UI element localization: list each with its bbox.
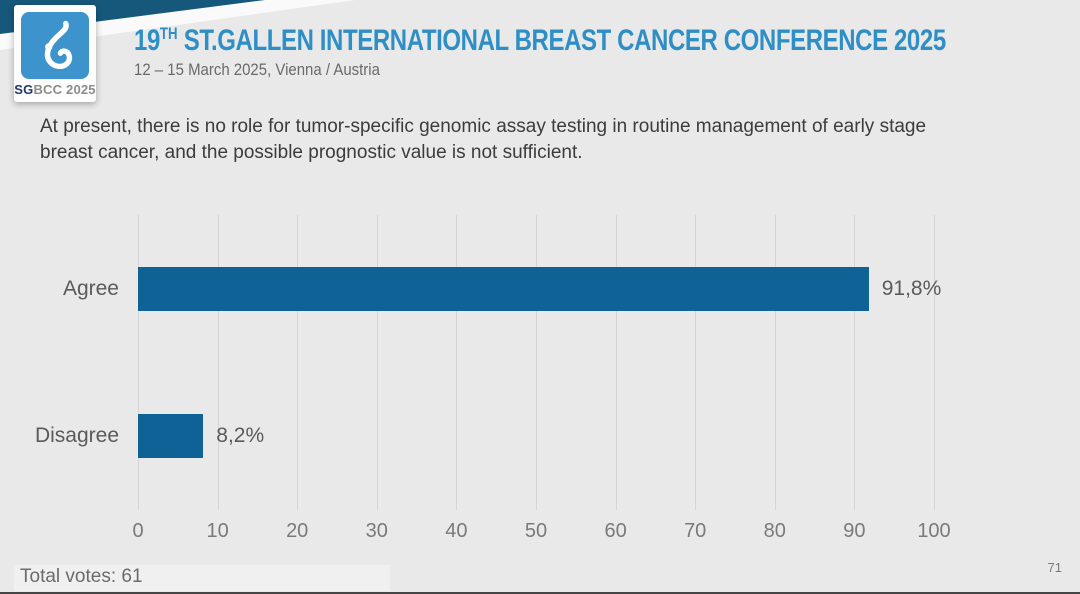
- gridline: [774, 215, 776, 510]
- x-axis-tick-label: 100: [917, 520, 951, 542]
- bar-agree: [138, 266, 869, 311]
- gridline: [138, 215, 139, 510]
- x-axis-tick-label: 80: [763, 520, 786, 542]
- gridline: [934, 215, 935, 510]
- gridline: [297, 215, 299, 510]
- slide-bottom-edge: [0, 592, 1080, 594]
- bar-disagree: [138, 414, 204, 459]
- x-axis-tick-label: 20: [286, 520, 309, 542]
- gridline: [695, 215, 697, 510]
- sgbcc-drop-logo-icon: [21, 12, 89, 79]
- x-axis-tick-label: 70: [684, 520, 707, 542]
- conference-date-location: 12 – 15 March 2025, Vienna / Austria: [134, 60, 380, 79]
- gridline: [456, 215, 458, 510]
- x-axis-tick-label: 0: [132, 520, 144, 542]
- logo-caption: SGBCC 2025: [14, 82, 95, 97]
- x-axis-tick-label: 50: [524, 520, 548, 542]
- x-axis-tick-label: 60: [604, 520, 627, 542]
- vote-bar-chart: 0 10 20 30 40 50 60 70 80 90 100 91,8% Agree 8,2% Disa…: [35, 215, 951, 542]
- logo-caption-sg: SG: [14, 82, 34, 97]
- gridline: [615, 215, 617, 510]
- gridline: [854, 215, 856, 510]
- conference-logo-card: SGBCC 2025: [14, 5, 96, 102]
- conference-title: 19TH ST.GALLEN INTERNATIONAL BREAST CANC…: [134, 24, 946, 58]
- title-text: ST.GALLEN INTERNATIONAL BREAST CANCER CO…: [183, 24, 946, 57]
- gridline: [217, 215, 219, 510]
- category-label-disagree: Disagree: [34, 424, 119, 448]
- total-votes-highlight: [14, 565, 390, 591]
- total-votes-label: Total votes: 61: [20, 566, 143, 587]
- category-label-agree: Agree: [62, 276, 119, 300]
- title-ordinal: TH: [159, 25, 178, 43]
- slide-page-number: 71: [1047, 560, 1062, 575]
- x-axis-tick-label: 30: [365, 520, 388, 542]
- poll-question-text: At present, there is no role for tumor-s…: [40, 116, 927, 163]
- gridline: [536, 215, 537, 510]
- bar-value-label: 8,2%: [216, 424, 265, 448]
- gridline: [376, 215, 378, 510]
- bar-value-label: 91,8%: [881, 276, 942, 300]
- x-axis-tick-label: 90: [843, 520, 866, 542]
- title-number: 19: [134, 24, 160, 57]
- x-axis-tick-label: 40: [445, 520, 468, 542]
- logo-caption-rest: BCC 2025: [33, 82, 96, 97]
- x-axis-tick-label: 10: [206, 520, 229, 542]
